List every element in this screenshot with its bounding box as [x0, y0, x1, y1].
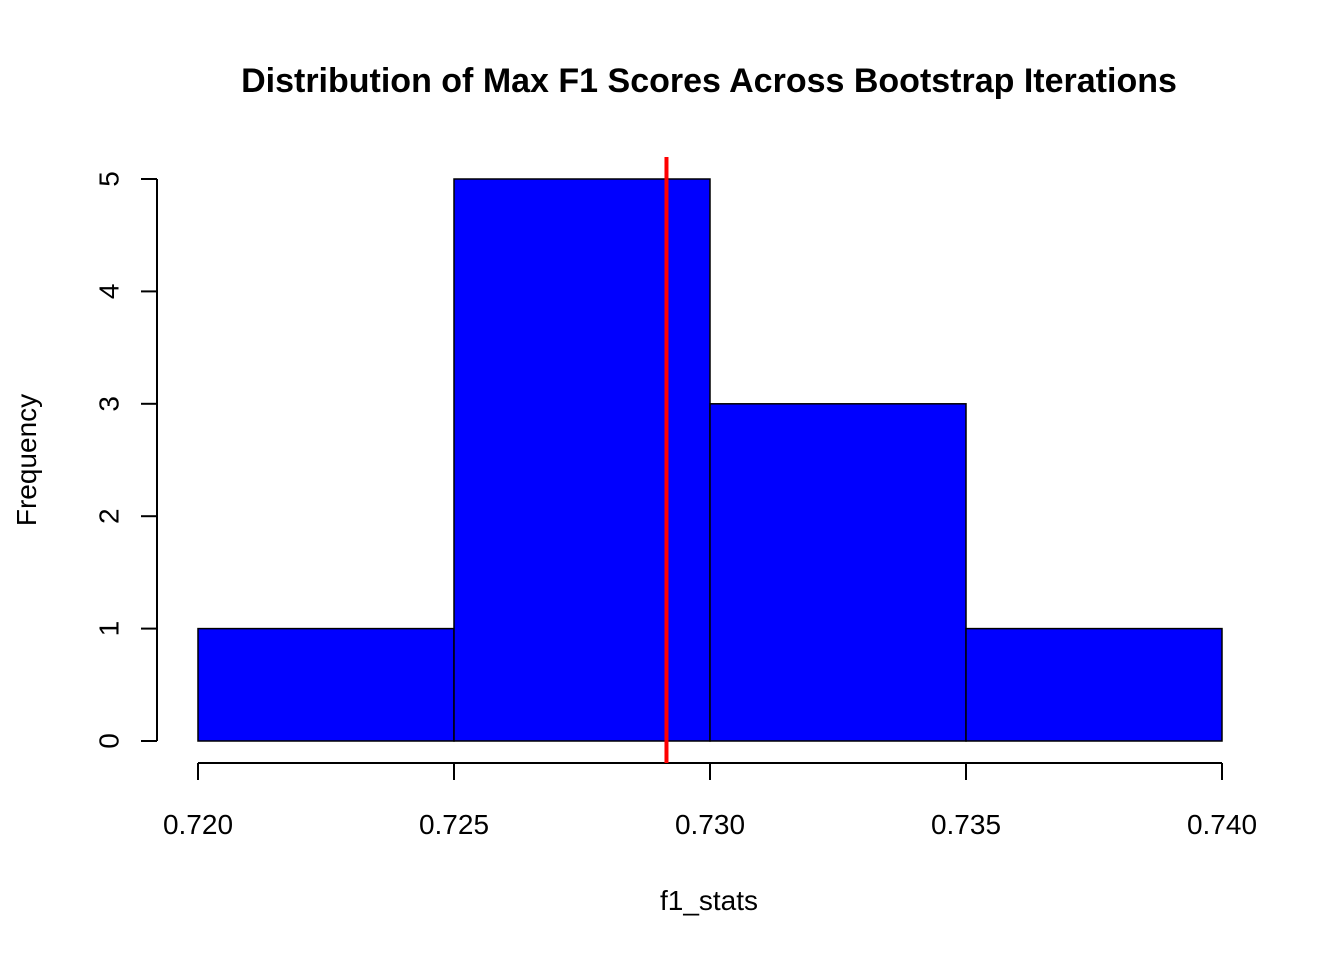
histogram-bar-1	[197, 627, 455, 742]
histogram-bar-2	[453, 178, 711, 742]
x-tick-label: 0.725	[419, 809, 489, 840]
histogram-bar-3	[709, 403, 967, 742]
chart-title: Distribution of Max F1 Scores Across Boo…	[241, 62, 1177, 100]
y-tick-label: 0	[93, 733, 124, 749]
x-tick-label: 0.735	[931, 809, 1001, 840]
y-tick-label: 5	[93, 171, 124, 187]
y-tick-label: 1	[93, 621, 124, 637]
histogram-bars	[197, 178, 1223, 742]
x-axis: 0.720 0.725 0.730 0.735 0.740	[163, 762, 1257, 840]
y-tick-label: 4	[93, 284, 124, 300]
x-axis-label: f1_stats	[660, 885, 758, 916]
x-tick-label: 0.730	[675, 809, 745, 840]
histogram-bar-4	[965, 627, 1223, 742]
y-axis-label: Frequency	[11, 394, 42, 526]
x-tick-label: 0.740	[1187, 809, 1257, 840]
y-axis: 0 1 2 3 4 5	[93, 171, 158, 749]
x-tick-label: 0.720	[163, 809, 233, 840]
y-tick-label: 3	[93, 396, 124, 412]
y-tick-label: 2	[93, 508, 124, 524]
